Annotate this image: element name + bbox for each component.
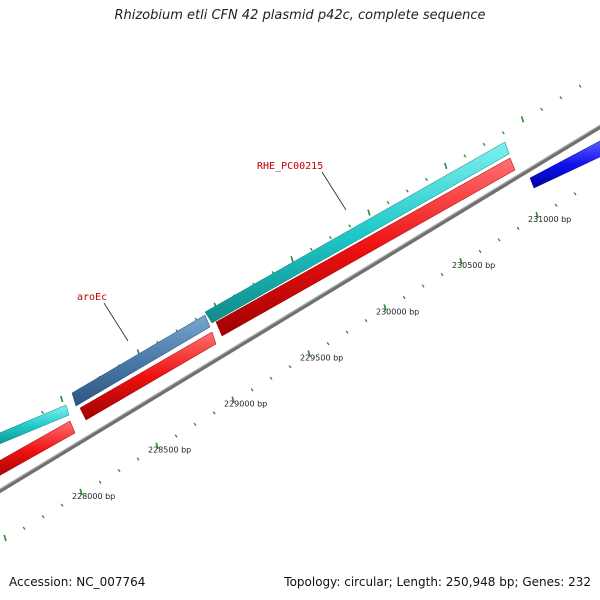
outer-minor-tick — [501, 131, 505, 135]
inner-minor-tick — [117, 468, 121, 473]
outer-minor-tick — [405, 189, 409, 193]
outer-minor-tick — [540, 107, 544, 112]
outer-major-tick — [60, 395, 64, 403]
outer-minor-tick — [329, 235, 332, 240]
inner-major-tick — [3, 534, 7, 542]
inner-major-tick — [383, 304, 387, 311]
inner-minor-tick — [288, 365, 292, 369]
cyan-feature-track — [0, 141, 510, 448]
outer-major-tick — [444, 162, 448, 170]
cyan-gene-rhe-pc00215[interactable] — [204, 141, 510, 324]
inner-minor-tick — [326, 342, 330, 346]
inner-minor-tick — [136, 457, 140, 461]
inner-major-tick — [459, 257, 463, 265]
steelblue-feature-track — [71, 314, 211, 407]
backbone — [0, 124, 600, 494]
scale-label: 229500 bp — [300, 353, 343, 362]
red-gene-3[interactable] — [215, 157, 516, 337]
outer-minor-tick — [463, 154, 467, 158]
inner-minor-tick — [402, 295, 406, 300]
inner-minor-tick — [440, 272, 444, 277]
outer-major-tick — [367, 209, 371, 216]
inner-minor-tick — [497, 238, 501, 242]
inner-major-tick — [155, 442, 159, 449]
cyan-gene-left[interactable] — [0, 404, 70, 448]
outer-minor-tick — [309, 247, 313, 251]
scale-label: 230500 bp — [452, 261, 495, 270]
inner-minor-tick — [250, 388, 254, 392]
inner-minor-tick — [269, 376, 273, 380]
outer-minor-tick — [386, 201, 390, 205]
scale-label: 231000 bp — [528, 215, 571, 224]
leader-line-aroec — [103, 302, 129, 342]
inner-minor-tick — [174, 434, 178, 438]
gene-label-aroec[interactable]: aroEc — [77, 292, 107, 303]
gene-label-rhe-pc00215-group: RHE_PC00215 — [257, 161, 347, 211]
inner-minor-tick — [22, 526, 26, 530]
map-title: Rhizobium etli CFN 42 plasmid p42c, comp… — [114, 8, 486, 23]
outer-minor-tick — [482, 142, 486, 147]
inner-minor-tick — [193, 422, 197, 427]
inner-major-tick — [79, 488, 83, 496]
scale-label: 228500 bp — [148, 446, 191, 455]
inner-major-tick — [307, 350, 311, 357]
inner-minor-tick — [212, 411, 216, 415]
inner-minor-tick — [345, 330, 349, 334]
inner-minor-tick — [98, 480, 102, 484]
gene-label-aroec-group: aroEc — [77, 292, 129, 342]
outer-major-tick — [290, 255, 294, 263]
outer-minor-tick — [348, 224, 352, 228]
inner-minor-tick — [60, 503, 64, 507]
gene-label-rhe-pc00215[interactable]: RHE_PC00215 — [257, 161, 323, 172]
outer-minor-tick — [41, 410, 44, 415]
inner-tick-ring — [3, 192, 577, 542]
scale-label: 229000 bp — [224, 400, 267, 409]
outer-minor-tick — [559, 96, 563, 100]
inner-major-tick — [231, 396, 235, 403]
inner-major-tick — [535, 211, 539, 219]
inner-minor-tick — [478, 249, 482, 254]
steelblue-gene-aroec[interactable] — [71, 314, 211, 407]
red-gene-2[interactable] — [79, 331, 217, 421]
outer-minor-tick — [578, 84, 582, 88]
accession-label: Accession: NC_007764 — [9, 575, 146, 589]
inner-minor-tick — [573, 192, 577, 196]
inner-minor-tick — [516, 226, 520, 230]
red-feature-track — [0, 157, 516, 481]
blue-gene-1[interactable] — [529, 140, 600, 189]
outer-major-tick — [520, 116, 525, 123]
inner-minor-tick — [41, 515, 45, 519]
scale-label: 230000 bp — [376, 307, 419, 316]
scale-label: 228000 bp — [72, 492, 115, 501]
blue-feature-track — [529, 140, 600, 189]
scale-labels: 228000 bp 228500 bp 229000 bp 229500 bp 2300… — [72, 215, 571, 501]
leader-line-rhe-pc00215 — [321, 171, 347, 211]
inner-minor-tick — [364, 318, 368, 323]
red-gene-1[interactable] — [0, 420, 76, 481]
topology-summary: Topology: circular; Length: 250,948 bp; … — [284, 575, 591, 589]
inner-minor-tick — [421, 284, 425, 288]
outer-minor-tick — [425, 177, 428, 181]
inner-minor-tick — [554, 203, 558, 207]
